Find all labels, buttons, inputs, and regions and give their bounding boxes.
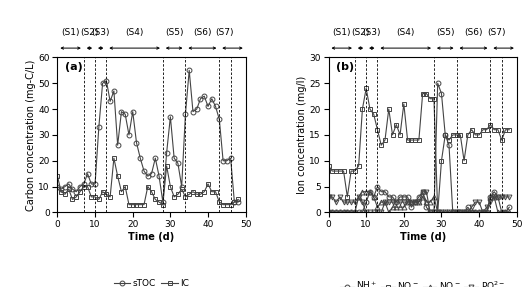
Text: (S7): (S7) bbox=[487, 28, 505, 37]
Text: (S3): (S3) bbox=[91, 28, 110, 37]
X-axis label: Time (d): Time (d) bbox=[128, 232, 175, 242]
Legend: sTOC, IC: sTOC, IC bbox=[110, 276, 193, 287]
Text: (b): (b) bbox=[336, 62, 354, 72]
Text: (S1): (S1) bbox=[62, 28, 80, 37]
Y-axis label: Carbon concentration (mg-C/L): Carbon concentration (mg-C/L) bbox=[26, 59, 35, 211]
Text: (S4): (S4) bbox=[397, 28, 415, 37]
Text: (S2): (S2) bbox=[351, 28, 370, 37]
Legend: NH$_4^+$, NO$_3^-$, NO$_2^-$, PO$_4^{2-}$: NH$_4^+$, NO$_3^-$, NO$_2^-$, PO$_4^{2-}… bbox=[337, 276, 508, 287]
Y-axis label: Ion concentration (mg/l): Ion concentration (mg/l) bbox=[296, 76, 306, 194]
Text: (S5): (S5) bbox=[165, 28, 183, 37]
Text: (S3): (S3) bbox=[363, 28, 381, 37]
Text: (S4): (S4) bbox=[125, 28, 144, 37]
Text: (S6): (S6) bbox=[193, 28, 211, 37]
X-axis label: Time (d): Time (d) bbox=[399, 232, 446, 242]
Text: (S2): (S2) bbox=[80, 28, 99, 37]
Text: (S6): (S6) bbox=[464, 28, 483, 37]
Text: (S1): (S1) bbox=[333, 28, 351, 37]
Text: (a): (a) bbox=[65, 62, 82, 72]
Text: (S5): (S5) bbox=[436, 28, 455, 37]
Text: (S7): (S7) bbox=[216, 28, 234, 37]
